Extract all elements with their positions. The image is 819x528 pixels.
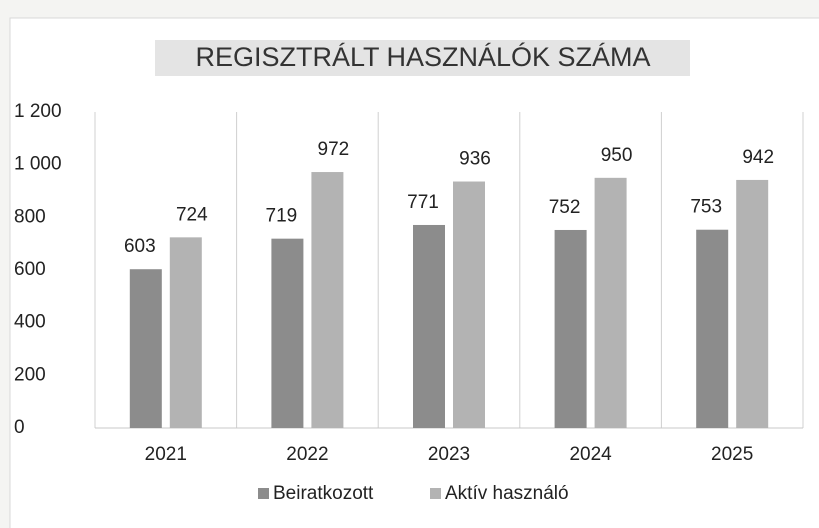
bar [413,224,445,428]
bar [271,238,304,428]
y-tick-label: 800 [14,206,46,227]
bar [594,177,627,428]
data-label: 936 [459,149,491,170]
x-tick-label: 2024 [569,444,612,465]
data-label: 752 [549,197,581,218]
bar [554,229,587,428]
bar [453,181,485,428]
x-tick-label: 2022 [286,444,328,465]
data-label: 753 [690,197,722,218]
legend-swatch [430,488,441,499]
data-label: 771 [407,192,439,213]
bar [129,269,162,428]
chart-title: REGISZTRÁLT HASZNÁLÓK SZÁMA [195,41,650,72]
data-label: 942 [742,147,774,168]
y-tick-label: 600 [14,259,46,280]
y-tick-label: 200 [14,364,46,385]
x-tick-label: 2025 [711,444,753,465]
y-tick-label: 1 000 [14,154,62,175]
data-label: 724 [176,204,208,225]
data-label: 950 [601,145,633,166]
bar [736,179,769,428]
legend-label: Beiratkozott [273,483,374,504]
data-label: 719 [266,206,298,227]
x-tick-label: 2021 [145,444,187,465]
x-tick-label: 2023 [428,444,470,465]
legend-swatch [258,488,269,499]
bar [311,172,344,428]
y-tick-label: 1 200 [14,101,62,122]
legend-label: Aktív használó [445,483,569,504]
title-box [155,40,690,76]
y-tick-label: 0 [14,417,25,438]
bar [696,229,729,428]
data-label: 972 [318,139,350,160]
data-label: 603 [124,236,156,257]
bar [169,237,202,428]
y-tick-label: 400 [14,312,46,333]
